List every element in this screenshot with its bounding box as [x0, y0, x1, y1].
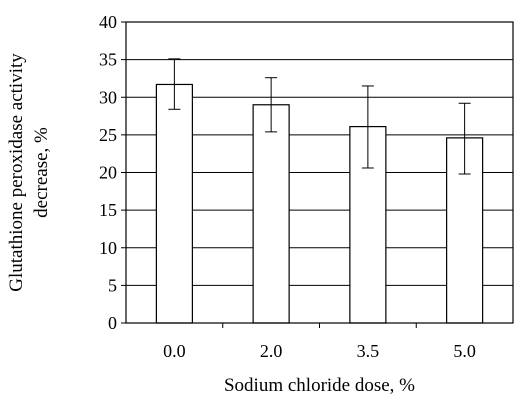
bars [155, 83, 484, 324]
y-tick-label: 35 [99, 50, 117, 70]
y-tick-label: 0 [108, 313, 117, 333]
y-tick-label: 10 [99, 238, 117, 258]
error-bars [168, 58, 471, 175]
x-tick-label: 5.0 [453, 341, 476, 361]
y-tick-label: 15 [99, 200, 117, 220]
y-axis-title: Glutathione peroxidase activity decrease… [6, 53, 52, 292]
bar [155, 83, 193, 324]
x-tick-label: 2.0 [260, 341, 283, 361]
y-tick-label: 20 [99, 163, 117, 183]
x-tick-label: 0.0 [163, 341, 186, 361]
x-axis-ticks: 0.0 2.0 3.5 5.0 [163, 323, 476, 361]
y-tick-label: 5 [108, 275, 117, 295]
y-axis-title-line-2: decrease, % [31, 127, 52, 218]
y-axis-title-line-1: Glutathione peroxidase activity [6, 53, 27, 292]
x-axis-title: Sodium chloride dose, % [224, 375, 415, 396]
y-tick-label: 40 [99, 12, 117, 32]
bar [252, 104, 290, 324]
y-tick-label: 30 [99, 87, 117, 107]
y-tick-label: 25 [99, 125, 117, 145]
y-axis-ticks: 0 5 10 15 20 25 30 35 40 [99, 12, 126, 333]
x-tick-label: 3.5 [357, 341, 380, 361]
